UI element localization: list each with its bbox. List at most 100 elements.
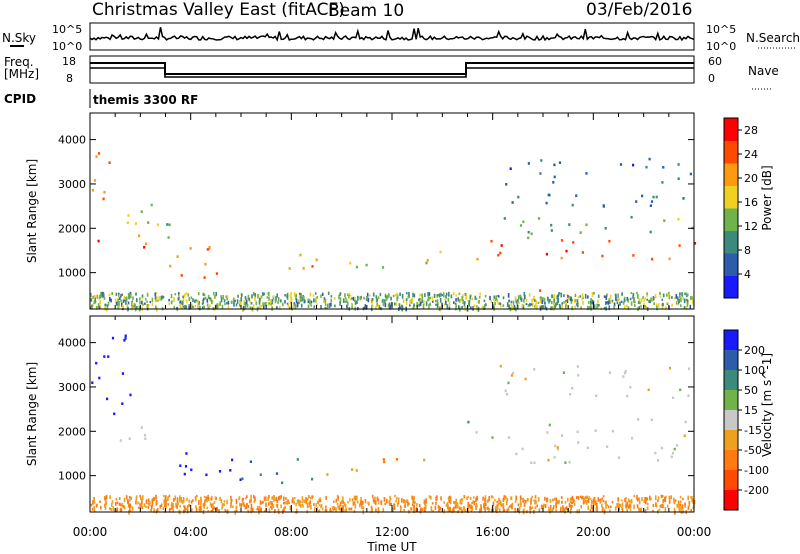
echo-cell bbox=[649, 204, 652, 207]
echo-cell bbox=[216, 506, 218, 512]
colorbar-swatch bbox=[724, 350, 738, 371]
echo-cell bbox=[366, 292, 369, 297]
echo-cell bbox=[141, 300, 143, 305]
echo-cell bbox=[515, 452, 518, 456]
echo-cell bbox=[508, 505, 511, 508]
echo-cell bbox=[330, 302, 332, 307]
echo-cell bbox=[572, 498, 575, 503]
echo-cell bbox=[431, 296, 434, 301]
echo-cell bbox=[230, 501, 232, 506]
echo-cell bbox=[338, 507, 341, 511]
echo-cell bbox=[241, 477, 244, 480]
echo-cell bbox=[556, 295, 558, 300]
echo-cell bbox=[352, 501, 355, 506]
echo-cell bbox=[371, 494, 374, 498]
echo-cell bbox=[531, 298, 533, 303]
echo-cell bbox=[199, 305, 201, 311]
echo-cell bbox=[441, 302, 443, 307]
echo-cell bbox=[550, 223, 553, 227]
echo-cell bbox=[632, 292, 635, 296]
echo-cell bbox=[91, 188, 94, 192]
echo-cell bbox=[161, 295, 163, 300]
echo-cell bbox=[339, 501, 342, 507]
echo-cell bbox=[325, 495, 327, 500]
echo-cell bbox=[529, 303, 531, 307]
echo-cell bbox=[645, 305, 647, 309]
echo-cell bbox=[563, 507, 565, 512]
echo-cell bbox=[502, 508, 505, 512]
echo-cell bbox=[658, 508, 661, 511]
echo-cell bbox=[617, 456, 620, 459]
echo-cell bbox=[190, 296, 193, 299]
echo-cell bbox=[488, 498, 490, 502]
echo-cell bbox=[277, 508, 280, 512]
echo-cell bbox=[360, 505, 363, 510]
echo-cell bbox=[587, 295, 589, 299]
echo-cell bbox=[284, 506, 286, 509]
echo-cell bbox=[468, 300, 471, 303]
echo-cell bbox=[431, 502, 434, 505]
echo-cell bbox=[470, 294, 473, 297]
echo-cell bbox=[154, 292, 157, 296]
echo-cell bbox=[346, 304, 348, 309]
echo-cell bbox=[272, 504, 275, 509]
echo-cell bbox=[424, 502, 427, 508]
echo-cell bbox=[403, 499, 405, 502]
echo-cell bbox=[119, 507, 122, 513]
echo-cell bbox=[268, 508, 271, 513]
echo-cell bbox=[122, 505, 125, 508]
echo-cell bbox=[116, 501, 119, 504]
echo-cell bbox=[179, 303, 182, 309]
echo-cell bbox=[319, 497, 321, 501]
echo-cell bbox=[668, 257, 671, 261]
echo-cell bbox=[348, 296, 350, 299]
echo-cell bbox=[205, 499, 208, 502]
nave-tick-low: 0 bbox=[708, 72, 715, 85]
echo-cell bbox=[508, 299, 510, 303]
echo-cell bbox=[549, 507, 552, 512]
echo-cell bbox=[271, 501, 273, 505]
echo-cell bbox=[443, 292, 445, 298]
echo-cell bbox=[123, 295, 126, 300]
echo-cell bbox=[356, 500, 359, 503]
echo-cell bbox=[630, 498, 633, 504]
echo-cell bbox=[271, 496, 273, 500]
echo-cell bbox=[583, 498, 585, 502]
echo-cell bbox=[473, 500, 475, 506]
echo-cell bbox=[334, 304, 336, 308]
echo-cell bbox=[320, 305, 322, 310]
echo-cell bbox=[170, 301, 173, 305]
echo-cell bbox=[561, 501, 563, 504]
echo-cell bbox=[288, 501, 290, 504]
nsky-tick-high: 10^5 bbox=[52, 23, 82, 36]
echo-cell bbox=[577, 441, 580, 444]
echo-cell bbox=[660, 494, 663, 499]
echo-cell bbox=[249, 306, 252, 310]
echo-cell bbox=[419, 301, 422, 306]
echo-cell bbox=[364, 304, 367, 309]
echo-cell bbox=[259, 297, 261, 302]
echo-cell bbox=[471, 297, 474, 301]
echo-cell bbox=[448, 498, 451, 501]
echo-cell bbox=[448, 306, 451, 310]
echo-cell bbox=[443, 501, 445, 504]
echo-cell bbox=[389, 495, 391, 499]
echo-cell bbox=[377, 509, 380, 513]
echo-cell bbox=[216, 305, 219, 310]
echo-cell bbox=[499, 364, 502, 368]
echo-cell bbox=[306, 503, 309, 506]
echo-cell bbox=[510, 506, 513, 510]
echo-cell bbox=[522, 307, 525, 310]
echo-cell bbox=[181, 300, 184, 306]
echo-cell bbox=[670, 495, 672, 500]
echo-cell bbox=[111, 500, 114, 504]
echo-cell bbox=[186, 505, 189, 509]
echo-cell bbox=[239, 502, 241, 507]
echo-cell bbox=[130, 496, 132, 500]
echo-cell bbox=[316, 303, 318, 306]
colorbar-frame bbox=[723, 329, 739, 511]
velocity-colorbar-label: Velocity [m s^-1] bbox=[760, 353, 774, 457]
colorbar-tick-label: -100 bbox=[744, 464, 769, 477]
echo-cell bbox=[626, 296, 629, 302]
echo-cell bbox=[490, 495, 493, 499]
